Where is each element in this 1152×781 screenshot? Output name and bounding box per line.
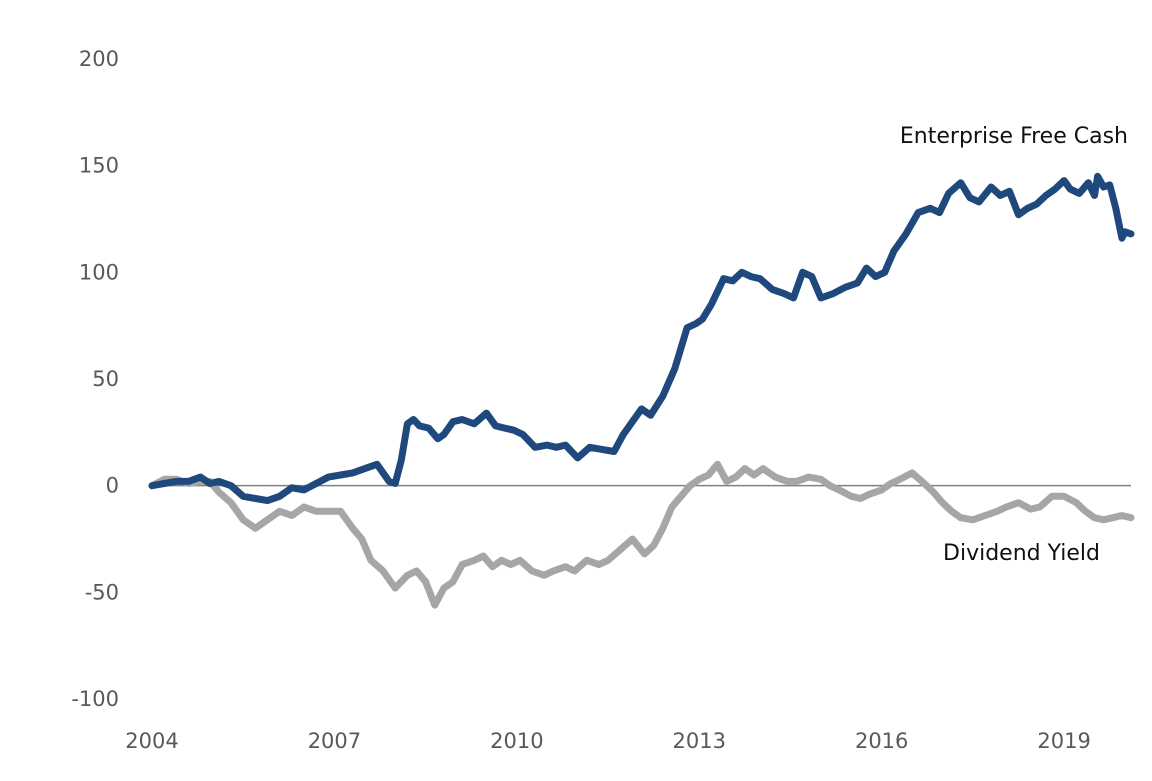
x-axis-ticks: 2004 2007 2010 2013 2016 2019 bbox=[125, 729, 1091, 753]
y-tick-label: 200 bbox=[79, 47, 119, 71]
x-tick-label: 2007 bbox=[308, 729, 361, 753]
y-tick-label: 150 bbox=[79, 154, 119, 178]
dividend-yield-line bbox=[148, 460, 1135, 609]
x-tick-label: 2010 bbox=[490, 729, 543, 753]
y-tick-label: -100 bbox=[71, 687, 119, 711]
x-tick-label: 2016 bbox=[855, 729, 908, 753]
dividend-yield-label: Dividend Yield bbox=[943, 541, 1100, 566]
x-tick-label: 2004 bbox=[125, 729, 178, 753]
y-tick-label: 100 bbox=[79, 260, 119, 284]
enterprise-free-cash-label: Enterprise Free Cash bbox=[900, 124, 1128, 149]
y-tick-label: 0 bbox=[106, 474, 119, 498]
y-axis-ticks: 200 150 100 50 0 -50 -100 bbox=[71, 47, 119, 711]
x-tick-label: 2013 bbox=[673, 729, 726, 753]
x-tick-label: 2019 bbox=[1037, 729, 1090, 753]
series-lines bbox=[148, 172, 1135, 609]
y-tick-label: 50 bbox=[92, 367, 119, 391]
y-tick-label: -50 bbox=[85, 580, 119, 604]
enterprise-free-cash-line bbox=[148, 172, 1135, 505]
